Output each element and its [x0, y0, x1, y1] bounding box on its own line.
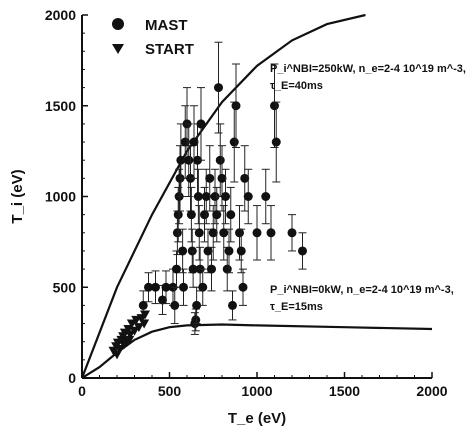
start-point — [129, 326, 140, 336]
mast-point — [298, 246, 307, 256]
start-point — [124, 335, 135, 345]
mast-point — [138, 300, 148, 310]
mast-point — [188, 264, 198, 274]
model-curve-0 — [80, 13, 366, 379]
mast-point — [231, 101, 241, 111]
mast-point — [271, 137, 281, 147]
series-start — [108, 310, 150, 360]
mast-point — [158, 295, 167, 305]
mast-point — [161, 282, 171, 292]
model-curve-1 — [81, 323, 433, 379]
y-tick-label: 500 — [53, 279, 77, 295]
mast-point — [217, 173, 227, 183]
start-point — [140, 310, 150, 320]
mast-point — [266, 228, 276, 238]
y-tick-label: 0 — [68, 370, 76, 386]
mast-point — [287, 228, 297, 238]
curve-label-1-line-1: τ_E=15ms — [270, 301, 323, 313]
mast-point — [184, 155, 194, 165]
mast-point — [208, 228, 218, 238]
start-point — [119, 340, 129, 350]
mast-point — [228, 300, 237, 310]
mast-point — [198, 282, 208, 292]
mast-point — [201, 192, 211, 201]
legend-start-label: START — [145, 41, 194, 58]
mast-point — [205, 173, 215, 183]
annotations: P_i^NBI=250kW, n_e=2-4 10^19 m^-3, τ_E=40… — [270, 63, 466, 313]
curve-label-0-line-0: P_i^NBI=250kW, n_e=2-4 10^19 m^-3, — [270, 63, 466, 75]
mast-point — [189, 137, 199, 147]
mast-point — [252, 228, 262, 238]
mast-point — [175, 173, 185, 183]
x-tick-label: 500 — [158, 383, 182, 399]
axes: 0 500 1000 1500 2000 0 500 1000 1500 2000 T_e (eV)… — [9, 7, 448, 427]
start-point — [125, 330, 136, 340]
mast-point — [172, 264, 181, 274]
mast-point — [236, 246, 246, 256]
x-tick-label: 2000 — [416, 383, 447, 399]
mast-point — [226, 210, 236, 220]
mast-point — [224, 246, 234, 256]
start-point — [133, 323, 144, 333]
legend-mast-label: MAST — [145, 17, 188, 34]
y-tick-label: 2000 — [45, 7, 76, 23]
mast-point — [172, 228, 182, 238]
mast-point — [215, 155, 225, 165]
start-point — [114, 344, 125, 354]
mast-point — [221, 192, 230, 201]
curve-label-1-line-0: P_i^NBI=0kW, n_e=2-4 10^19 m^-3, — [270, 284, 454, 296]
x-tick-label: 0 — [78, 383, 86, 399]
start-point — [131, 315, 142, 325]
x-axis-label: T_e (eV) — [228, 410, 286, 427]
mast-point — [196, 119, 206, 129]
mast-point — [261, 192, 271, 201]
legend-start-marker — [112, 44, 124, 54]
mast-point — [240, 173, 250, 183]
mast-point — [219, 228, 229, 238]
series-mast — [138, 41, 307, 335]
curve-label-0-line-1: τ_E=40ms — [270, 80, 323, 92]
mast-point — [191, 315, 201, 325]
mast-point — [144, 282, 153, 292]
mast-point — [194, 228, 204, 238]
mast-point — [186, 210, 196, 220]
legend: MAST START — [112, 17, 194, 58]
legend-mast-marker — [112, 18, 124, 30]
start-point — [139, 319, 150, 329]
mast-point — [176, 155, 186, 165]
mast-point — [178, 246, 188, 256]
x-tick-label: 1500 — [329, 383, 360, 399]
mast-point — [170, 300, 180, 310]
mast-point — [151, 282, 160, 292]
mast-point — [173, 210, 183, 220]
y-tick-label: 1500 — [45, 98, 76, 114]
mast-point — [203, 246, 213, 256]
model-curves — [80, 13, 433, 379]
y-axis-label: T_i (eV) — [9, 169, 26, 223]
mast-point — [179, 282, 188, 292]
y-tick-label: 1000 — [45, 189, 76, 205]
mast-point — [212, 210, 222, 220]
mast-point — [238, 282, 248, 292]
mast-point — [229, 137, 239, 147]
mast-point — [243, 192, 253, 201]
mast-point — [214, 83, 223, 93]
start-point — [112, 350, 122, 360]
x-tick-label: 1000 — [241, 383, 272, 399]
mast-point — [192, 300, 202, 310]
mast-point — [193, 192, 203, 201]
start-point — [126, 319, 137, 329]
mast-point — [207, 264, 216, 274]
